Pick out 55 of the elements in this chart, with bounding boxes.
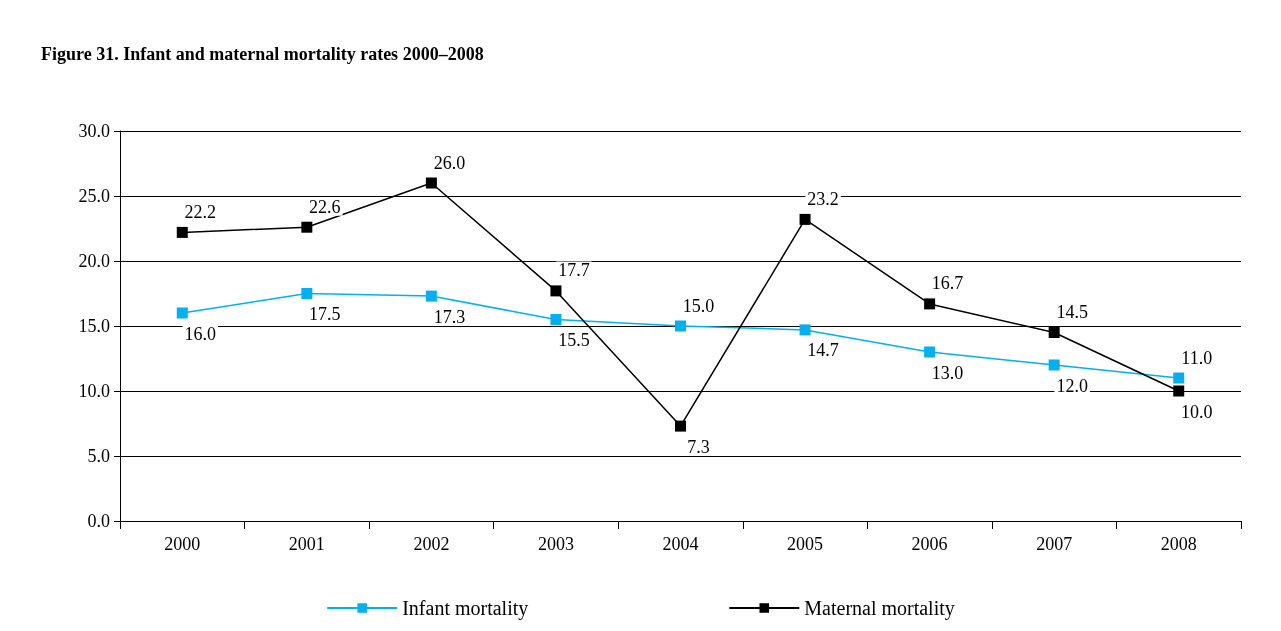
point bbox=[924, 298, 936, 310]
point bbox=[1048, 327, 1060, 338]
legend-label: Infant mortality bbox=[402, 597, 529, 620]
point bbox=[425, 290, 437, 302]
x-tick-label: 2004 bbox=[662, 534, 699, 554]
y-tick-label: 0.0 bbox=[87, 511, 110, 531]
x-tick-label: 2001 bbox=[288, 534, 325, 554]
y-tick-label: 5.0 bbox=[87, 446, 110, 466]
point bbox=[1048, 359, 1060, 371]
data-label: 15.5 bbox=[558, 330, 590, 350]
x-tick-label: 2007 bbox=[1036, 534, 1073, 554]
x-tick-label: 2003 bbox=[537, 534, 574, 554]
y-tick-label: 20.0 bbox=[78, 251, 110, 271]
x-tick-label: 2002 bbox=[413, 534, 450, 554]
data-label: 14.5 bbox=[1056, 302, 1088, 322]
y-tick-label: 10.0 bbox=[78, 381, 110, 401]
point bbox=[1173, 372, 1185, 384]
data-label: 11.0 bbox=[1181, 347, 1213, 368]
y-tick-label: 25.0 bbox=[78, 186, 110, 206]
data-label: 17.7 bbox=[558, 260, 590, 281]
data-label: 22.6 bbox=[309, 196, 341, 217]
point bbox=[301, 221, 313, 233]
data-label: 7.3 bbox=[687, 436, 710, 457]
point bbox=[176, 226, 188, 238]
data-label: 15.0 bbox=[682, 295, 715, 316]
point bbox=[799, 213, 811, 225]
point bbox=[924, 346, 936, 358]
y-tick-label: 30.0 bbox=[78, 121, 110, 141]
data-label: 23.2 bbox=[807, 188, 839, 209]
x-tick-label: 2005 bbox=[787, 534, 824, 554]
data-label: 14.7 bbox=[807, 340, 839, 361]
data-label: 26.0 bbox=[433, 152, 466, 173]
y-tick-label: 15.0 bbox=[78, 316, 110, 336]
point bbox=[425, 177, 437, 189]
x-tick-label: 2000 bbox=[164, 534, 201, 554]
data-label: 17.3 bbox=[433, 306, 466, 327]
x-tick-label: 2008 bbox=[1160, 534, 1197, 554]
data-label: 13.0 bbox=[931, 362, 964, 383]
chart-title: Figure 31. Infant and maternal mortality rates 2000–2008 bbox=[41, 44, 484, 64]
point bbox=[1173, 385, 1185, 397]
point bbox=[176, 307, 188, 319]
point bbox=[550, 314, 562, 325]
point bbox=[550, 285, 562, 297]
x-tick-label: 2006 bbox=[911, 534, 948, 554]
data-label: 22.2 bbox=[184, 201, 217, 222]
data-label: 10.0 bbox=[1180, 401, 1213, 422]
point bbox=[799, 324, 811, 336]
data-label: 17.5 bbox=[309, 304, 341, 324]
data-label: 12.0 bbox=[1056, 375, 1088, 396]
point bbox=[675, 320, 686, 332]
point bbox=[301, 288, 313, 299]
data-label: 16.0 bbox=[184, 323, 217, 344]
data-label: 16.7 bbox=[931, 273, 964, 294]
point bbox=[675, 420, 686, 432]
legend-label: Maternal mortality bbox=[804, 597, 955, 620]
